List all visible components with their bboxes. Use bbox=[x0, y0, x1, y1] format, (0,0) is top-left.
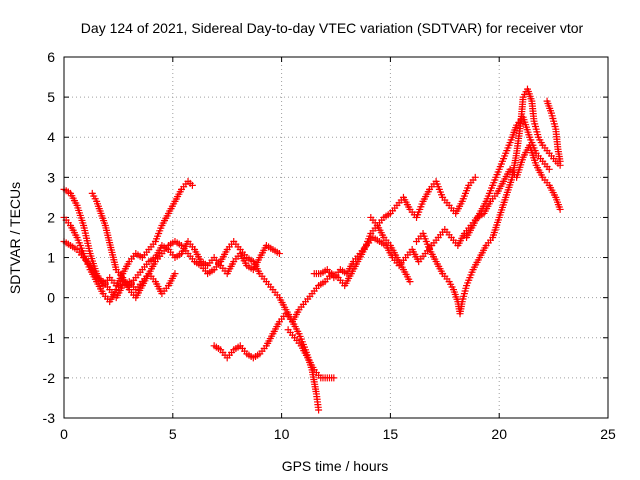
y-tick-label: 5 bbox=[47, 89, 55, 105]
x-tick-label: 25 bbox=[600, 426, 616, 442]
data-series-track bbox=[60, 177, 196, 290]
data-series-track bbox=[210, 173, 479, 362]
data-series-track bbox=[413, 85, 564, 318]
y-tick-label: 3 bbox=[47, 169, 55, 185]
x-tick-label: 15 bbox=[383, 426, 399, 442]
y-tick-label: 4 bbox=[47, 129, 55, 145]
data-point bbox=[171, 270, 179, 278]
x-axis-label: GPS time / hours bbox=[282, 458, 389, 474]
data-series-track bbox=[367, 213, 414, 286]
data-series-track bbox=[88, 189, 179, 302]
axis-ticks: 0 5 10 15 20 25 -3 -2 -1 0 1 2 3 4 5 6 bbox=[43, 49, 616, 442]
data-point bbox=[545, 165, 553, 173]
x-tick-label: 0 bbox=[60, 426, 68, 442]
y-tick-label: 0 bbox=[47, 290, 55, 306]
grid-lines bbox=[64, 57, 608, 418]
x-tick-label: 10 bbox=[274, 426, 290, 442]
data-series-track bbox=[310, 141, 564, 282]
x-tick-label: 5 bbox=[169, 426, 177, 442]
data-point bbox=[275, 250, 283, 258]
y-axis-label: SDTVAR / TECUs bbox=[7, 182, 23, 294]
y-tick-label: -1 bbox=[43, 330, 56, 346]
data-series-track bbox=[284, 326, 338, 382]
data-point bbox=[330, 374, 338, 382]
y-tick-label: 6 bbox=[47, 49, 55, 65]
data-point bbox=[406, 278, 414, 286]
y-tick-label: -2 bbox=[43, 370, 56, 386]
data-point bbox=[315, 406, 323, 414]
data-series-track bbox=[60, 238, 323, 414]
y-tick-label: 1 bbox=[47, 250, 55, 266]
plot-frame bbox=[63, 56, 609, 419]
x-tick-label: 20 bbox=[491, 426, 507, 442]
data-point bbox=[556, 157, 564, 165]
data-point bbox=[471, 173, 479, 181]
data-series-track bbox=[60, 213, 283, 306]
data-series-track bbox=[463, 113, 553, 241]
data-point bbox=[556, 205, 564, 213]
y-tick-label: 2 bbox=[47, 209, 55, 225]
y-tick-label: -3 bbox=[43, 410, 56, 426]
chart-title: Day 124 of 2021, Sidereal Day-to-day VTE… bbox=[81, 20, 584, 36]
data-series-track bbox=[543, 97, 564, 165]
data-point bbox=[188, 181, 196, 189]
data-series bbox=[60, 85, 564, 414]
